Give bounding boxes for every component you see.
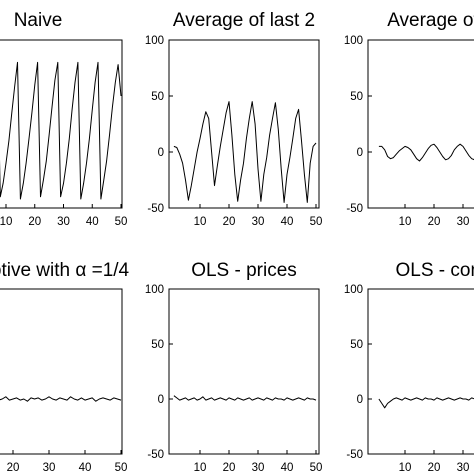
- y-tick-label: 50: [350, 339, 363, 351]
- series-line: [378, 143, 474, 162]
- panel-title: Naive: [14, 10, 63, 31]
- x-tick-label: 20: [28, 216, 41, 228]
- panel-title: OLS - cons: [395, 260, 474, 281]
- x-tick-label: 40: [281, 216, 294, 228]
- y-tick-label: 50: [350, 91, 363, 103]
- panel-title: OLS - prices: [191, 260, 297, 281]
- y-tick-label: 0: [357, 147, 363, 159]
- plot-frame: [367, 288, 474, 455]
- y-tick-label: -50: [147, 449, 164, 461]
- x-tick-label: 30: [252, 216, 265, 228]
- x-tick-label: 20: [428, 216, 441, 228]
- y-tick-label: -50: [346, 449, 363, 461]
- y-tick-label: 100: [145, 35, 164, 47]
- y-tick-label: 0: [158, 394, 164, 406]
- x-tick-label: 40: [281, 462, 294, 474]
- x-tick-label: 20: [223, 462, 236, 474]
- x-tick-label: 50: [310, 462, 323, 474]
- y-tick-label: 50: [151, 91, 164, 103]
- x-tick-label: 20: [7, 462, 20, 474]
- plot-frame: [0, 288, 123, 455]
- x-tick-label: 10: [194, 216, 207, 228]
- x-tick-label: 50: [115, 462, 128, 474]
- x-tick-label: 10: [399, 216, 412, 228]
- x-tick-label: 40: [86, 216, 99, 228]
- x-tick-label: 30: [57, 216, 70, 228]
- y-tick-label: 0: [158, 147, 164, 159]
- panel-title: ptive with α =1/4: [0, 260, 130, 281]
- y-tick-label: 100: [145, 284, 164, 296]
- y-tick-label: 100: [344, 284, 363, 296]
- plot-frame: [168, 288, 320, 455]
- panel-5: OLS - prices 100 50 0 -50 10 20 30 40 50: [145, 260, 323, 474]
- y-tick-label: 0: [357, 394, 363, 406]
- x-tick-label: 30: [252, 462, 265, 474]
- x-tick-label: 10: [399, 462, 412, 474]
- x-tick-label: 40: [79, 462, 92, 474]
- series-line: [378, 397, 474, 409]
- x-tick-label: 20: [428, 462, 441, 474]
- x-tick-label: 50: [115, 216, 128, 228]
- series-line: [0, 61, 122, 200]
- y-tick-label: 100: [344, 35, 363, 47]
- plot-frame: [168, 39, 320, 209]
- y-tick-label: 50: [151, 339, 164, 351]
- series-line: [173, 395, 317, 401]
- panel-2: Average of last 2 100 50 0 -50 10 20 30 40 50: [145, 10, 323, 228]
- plot-frame: [367, 39, 474, 209]
- y-tick-label: -50: [147, 203, 164, 215]
- x-tick-label: 30: [43, 462, 56, 474]
- panel-4: ptive with α =1/4 20 30 40 50: [0, 260, 130, 474]
- x-tick-label: 30: [457, 216, 470, 228]
- series-line: [0, 396, 122, 402]
- x-tick-label: 10: [0, 216, 12, 228]
- x-tick-label: 50: [310, 216, 323, 228]
- series-line: [173, 101, 317, 203]
- x-tick-label: 30: [457, 462, 470, 474]
- panel-1: Naive 10 20 30 40 50: [0, 10, 127, 228]
- x-tick-label: 20: [223, 216, 236, 228]
- panel-title: Average of last 2: [173, 10, 315, 31]
- x-tick-label: 10: [194, 462, 207, 474]
- panel-title: Average of la: [387, 10, 474, 31]
- y-tick-label: -50: [346, 203, 363, 215]
